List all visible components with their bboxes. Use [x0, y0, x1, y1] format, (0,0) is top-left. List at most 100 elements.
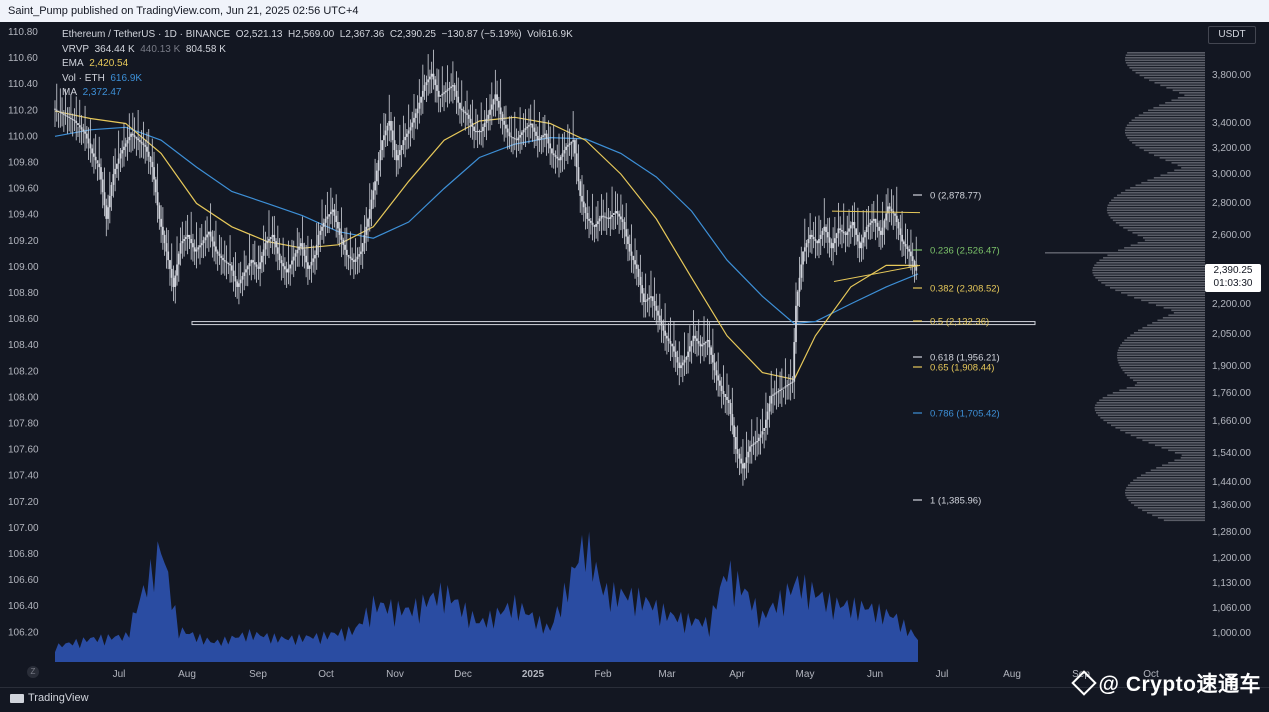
candle-body: [910, 251, 912, 257]
volume-profile-bar: [1096, 402, 1205, 404]
candle-body: [478, 131, 481, 133]
volume-profile-bar: [1112, 219, 1205, 222]
ema-row[interactable]: EMA 2,420.54: [62, 57, 573, 72]
right-axis-tick: 3,200.00: [1212, 143, 1251, 154]
candle-body: [374, 181, 376, 191]
candle-body: [556, 156, 559, 159]
candle-body: [430, 73, 433, 77]
candle-body: [453, 85, 456, 91]
vol-row[interactable]: Vol · ETH 616.9K: [62, 72, 573, 87]
candle-body: [416, 108, 419, 114]
volume-profile-bar: [1106, 422, 1205, 424]
volume-profile-bar: [1118, 362, 1205, 364]
right-axis: 3,800.00 3,400.00 3,200.00 3,000.00 2,800.00…: [1212, 70, 1251, 639]
candle-body: [450, 86, 453, 88]
candle-body: [119, 153, 122, 159]
candle-body: [846, 231, 849, 235]
candle-body: [446, 89, 449, 91]
candle-body: [114, 168, 117, 175]
chart-area[interactable]: 110.80 110.60 110.40 110.20 110.00 109.80 109.…: [0, 22, 1269, 687]
candle-body: [402, 140, 405, 146]
volume-profile-bar: [1125, 62, 1205, 64]
wedge-top-line: [831, 210, 921, 214]
x-axis-tick: May: [796, 669, 815, 680]
zoom-button[interactable]: Z: [27, 666, 39, 678]
candle-body: [158, 205, 161, 219]
candle-body: [876, 222, 879, 227]
candle-body: [464, 111, 467, 114]
candle-body: [411, 122, 414, 128]
candle-body: [59, 111, 62, 113]
candle-body: [642, 293, 645, 302]
fib-label: 0.236 (2,526.47): [930, 246, 1000, 257]
volume-profile-bar: [1107, 212, 1205, 214]
volume-profile-bar: [1095, 277, 1205, 279]
candle-body: [727, 399, 730, 403]
volume-area-path: [55, 531, 918, 662]
x-axis-tick: Mar: [658, 669, 676, 680]
candle-body: [620, 216, 622, 220]
candle-body: [71, 118, 74, 120]
candle-body: [202, 240, 205, 244]
candle-body: [310, 261, 313, 266]
candle-body: [602, 215, 605, 217]
x-axis-tick: 2025: [522, 669, 545, 680]
published-bar: Saint_Pump published on TradingView.com,…: [0, 0, 1269, 22]
candle-body: [612, 213, 615, 215]
left-axis-tick: 108.00: [8, 392, 39, 403]
left-axis-tick: 106.20: [8, 627, 39, 638]
volume-profile-bar: [1106, 207, 1205, 209]
candle-body: [299, 243, 302, 247]
volume-profile-bar: [1124, 132, 1205, 134]
volume-profile-bar: [1144, 77, 1205, 79]
candle-body: [448, 87, 451, 90]
ma-row[interactable]: MA 2,372.47: [62, 86, 573, 101]
tradingview-logo[interactable]: TradingView: [10, 692, 89, 704]
candle-body: [149, 156, 152, 162]
candle-body: [344, 244, 346, 250]
candle-body: [538, 138, 541, 141]
currency-badge[interactable]: USDT: [1208, 26, 1256, 44]
countdown: 01:03:30: [1213, 278, 1253, 289]
candle-body: [605, 217, 608, 219]
candle-body: [621, 219, 624, 223]
volume-profile-bar: [1127, 137, 1205, 139]
candle-body: [878, 226, 880, 231]
candle-body: [632, 255, 635, 261]
candles: [54, 49, 918, 486]
candle-body: [215, 246, 217, 252]
volume-profile-bar: [1119, 224, 1205, 227]
candle-body: [779, 389, 781, 392]
candle-body: [469, 118, 472, 123]
price-chart[interactable]: 110.80 110.60 110.40 110.20 110.00 109.80 109.…: [0, 22, 1269, 687]
candle-body: [230, 265, 233, 271]
left-axis: 110.80 110.60 110.40 110.20 110.00 109.80 109.…: [8, 27, 39, 638]
candle-body: [388, 121, 391, 126]
fib-label: 0 (2,878.77): [930, 191, 981, 202]
candle-body: [206, 234, 208, 238]
candle-body: [292, 256, 295, 261]
candle-body: [213, 241, 216, 247]
candle-body: [287, 268, 290, 273]
candle-body: [87, 138, 90, 144]
candle-body: [872, 218, 875, 221]
candle-body: [598, 218, 601, 222]
right-axis-tick: 3,800.00: [1212, 70, 1251, 81]
candle-body: [321, 226, 323, 231]
fib-label: 0.382 (2,308.52): [930, 284, 1000, 295]
candle-body: [535, 131, 537, 136]
vrvp-row[interactable]: VRVP 364.44 K 440.13 K 804.58 K: [62, 43, 573, 58]
volume-profile-bar: [1120, 367, 1205, 369]
candle-body: [146, 146, 148, 152]
candle-body: [420, 96, 422, 103]
candle-body: [367, 218, 369, 227]
volume-profile-bar: [1120, 344, 1205, 347]
left-axis-tick: 108.20: [8, 366, 39, 377]
candle-body: [869, 222, 872, 225]
volume-profile-bar: [1119, 364, 1205, 367]
left-axis-tick: 107.20: [8, 497, 39, 508]
candle-body: [641, 285, 644, 294]
candle-body: [144, 145, 147, 147]
right-axis-tick: 2,050.00: [1212, 329, 1251, 340]
volume-profile-bar: [1127, 484, 1205, 487]
